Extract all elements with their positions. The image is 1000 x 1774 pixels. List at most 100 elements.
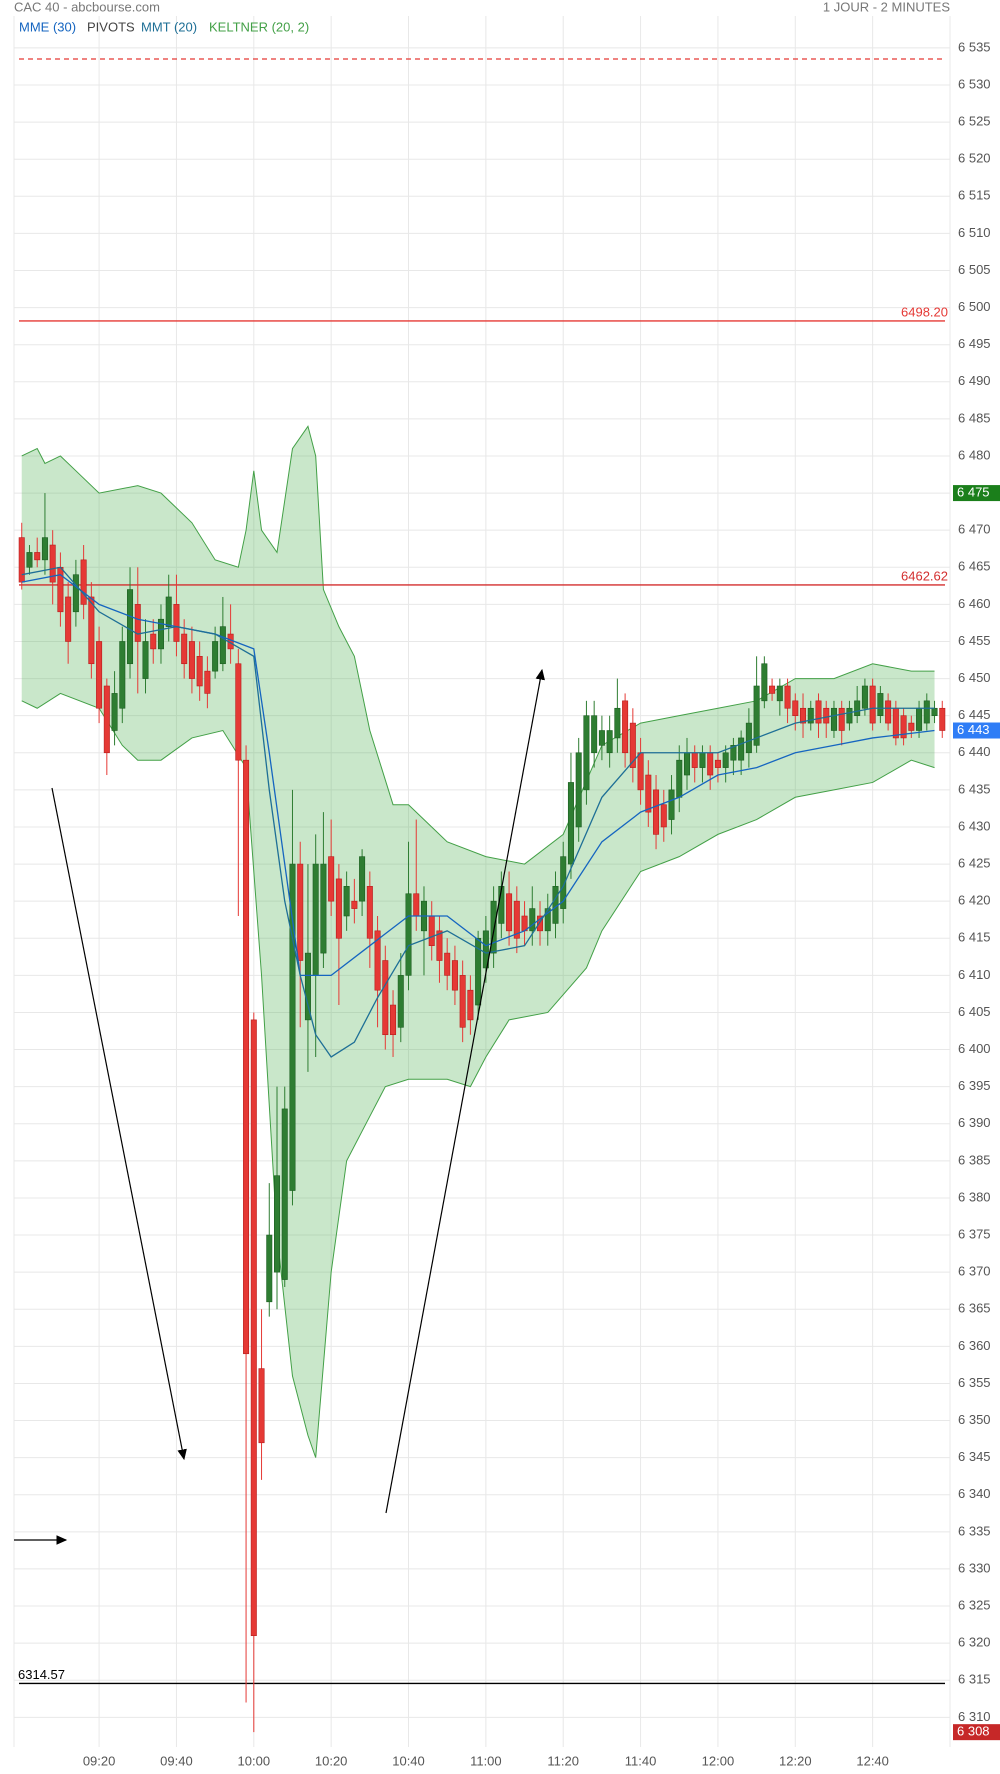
candle-body (436, 930, 443, 961)
y-tick-label: 6 525 (958, 114, 991, 129)
price-tag (953, 722, 1000, 739)
candle-body (598, 730, 605, 746)
plot-layer: 6 310 6 315 6 320 6 325 6 330 6 335 6 340 6 345… (13, 16, 1000, 1768)
y-tick-label: 6 515 (958, 188, 991, 203)
candle-body (707, 752, 714, 776)
candle-body (266, 1234, 273, 1303)
candle-body (854, 700, 861, 716)
candle-body (72, 574, 79, 613)
candle-body (119, 641, 126, 709)
candle-body (459, 975, 466, 1028)
candle-body (467, 989, 474, 1021)
x-tick-label: 11:40 (625, 1753, 657, 1768)
x-tick-label: 12:00 (702, 1753, 735, 1768)
candle-body (297, 863, 304, 961)
price-tag-label: 6 443 (957, 722, 990, 737)
candle-body (645, 774, 652, 813)
y-tick-label: 6 355 (958, 1375, 991, 1390)
candle-body (838, 707, 845, 731)
candle-body (289, 863, 296, 1191)
candle-body (923, 700, 930, 724)
candle-body (877, 693, 884, 716)
candle-body (258, 1368, 265, 1444)
candle-body (823, 707, 830, 724)
x-tick-label: 10:00 (238, 1753, 271, 1768)
y-tick-label: 6 440 (958, 744, 991, 759)
candle-body (359, 856, 366, 902)
pivot-label: 6462.62 (901, 568, 948, 583)
legend-entry[interactable]: PIVOTS (87, 19, 135, 34)
candle-body (366, 886, 373, 939)
y-tick-label: 6 365 (958, 1301, 991, 1316)
candle-body (181, 633, 188, 665)
candle-body (444, 952, 451, 976)
candle-body (544, 908, 551, 932)
pivot-label: 6314.57 (18, 1667, 65, 1682)
y-tick-label: 6 520 (958, 151, 991, 166)
candle-body (196, 656, 203, 687)
candle-body (676, 759, 683, 798)
candle-body (606, 730, 613, 754)
y-tick-label: 6 445 (958, 707, 991, 722)
candle-body (815, 700, 822, 724)
candle-body (165, 596, 172, 627)
candle-body (529, 908, 536, 932)
annotation-arrow (51, 787, 187, 1461)
candle-body (405, 893, 412, 976)
candle-body (490, 900, 497, 954)
y-tick-label: 6 430 (958, 818, 991, 833)
y-tick-label: 6 480 (958, 447, 991, 462)
candle-body (784, 685, 791, 709)
y-tick-label: 6 460 (958, 596, 991, 611)
candle-body (830, 707, 837, 731)
y-tick-label: 6 335 (958, 1523, 991, 1538)
y-tick-label: 6 380 (958, 1189, 991, 1204)
y-tick-label: 6 400 (958, 1041, 991, 1056)
y-tick-label: 6 465 (958, 559, 991, 574)
y-tick-label: 6 435 (958, 781, 991, 796)
candle-body (761, 663, 768, 702)
y-tick-label: 6 495 (958, 336, 991, 351)
candle-body (212, 641, 219, 672)
legend-entry[interactable]: KELTNER (20, 2) (209, 19, 309, 34)
candle-body (622, 700, 629, 754)
candle-body (80, 559, 87, 605)
y-tick-label: 6 420 (958, 893, 991, 908)
candle-body (931, 707, 938, 716)
candle-body (219, 626, 226, 665)
candle-body (475, 937, 482, 1006)
candle-body (34, 552, 41, 561)
candle-body (691, 752, 698, 768)
y-tick-label: 6 360 (958, 1338, 991, 1353)
y-tick-label: 6 490 (958, 373, 991, 388)
legend-entry[interactable]: MME (30) (19, 19, 76, 34)
candle-body (800, 707, 807, 724)
x-tick-label: 10:40 (392, 1753, 425, 1768)
candle-body (683, 752, 690, 776)
candle-body (235, 663, 242, 761)
candle-body (243, 759, 250, 1355)
candle-body (892, 707, 899, 739)
candle-body (134, 604, 141, 642)
y-tick-label: 6 410 (958, 967, 991, 982)
candle-body (173, 604, 180, 642)
candle-body (769, 685, 776, 694)
candle-body (397, 975, 404, 1028)
candle-body (482, 930, 489, 969)
chart-title: CAC 40 - abcbourse.com (14, 0, 160, 14)
candle-body (916, 707, 923, 731)
candle-body (320, 863, 327, 954)
candle-body (343, 886, 350, 917)
candle-body (869, 685, 876, 724)
y-tick-label: 6 390 (958, 1115, 991, 1130)
x-tick-label: 11:20 (547, 1753, 579, 1768)
candle-body (49, 544, 56, 583)
keltner-lower (21, 692, 935, 1458)
y-tick-label: 6 340 (958, 1486, 991, 1501)
candle-body (57, 566, 64, 613)
candle-body (142, 641, 149, 679)
legend-entry[interactable]: MMT (20) (141, 19, 197, 34)
y-tick-label: 6 385 (958, 1152, 991, 1167)
candle-body (250, 1019, 257, 1637)
y-tick-label: 6 470 (958, 522, 991, 537)
